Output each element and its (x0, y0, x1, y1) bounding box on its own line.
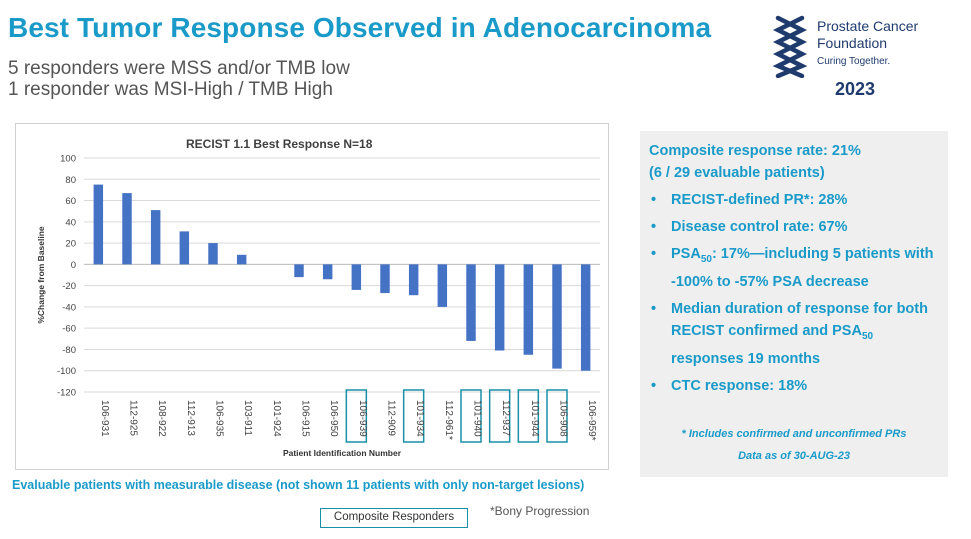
y-tick-label: -100 (57, 366, 76, 377)
x-tick-label: 106-939 (357, 400, 368, 437)
y-tick-label: 80 (65, 175, 76, 186)
bar-106-935 (208, 243, 218, 265)
panel-item-ctc: • CTC response: 18% (649, 375, 945, 397)
x-tick-label: 112-913 (185, 400, 196, 436)
panel-headline: Composite response rate: 21% (6 / 29 eva… (649, 140, 861, 184)
bar-112-925 (122, 193, 132, 265)
x-tick-label: 106-959* (586, 400, 597, 441)
bullet-icon: • (651, 377, 657, 394)
evaluable-footnote: Evaluable patients with measurable disea… (12, 478, 585, 492)
bar-112-909 (380, 264, 390, 294)
panel-bullet-list: • RECIST-defined PR*: 28% • Disease contro… (649, 189, 945, 402)
y-tick-label: -60 (62, 324, 76, 335)
bar-106-939 (351, 264, 362, 290)
bar-112-937 (494, 264, 505, 351)
x-tick-label: 112-961* (443, 400, 454, 440)
subtitle-line-2: 1 responder was MSI-High / TMB High (8, 79, 333, 100)
summary-panel: Composite response rate: 21% (6 / 29 eva… (640, 131, 948, 477)
panel-item-recist: • RECIST-defined PR*: 28% (649, 189, 945, 211)
pcf-logo: Prostate Cancer Foundation Curing Togeth… (770, 12, 960, 102)
logo-tagline: Curing Together. (817, 56, 891, 67)
y-tick-label: 20 (65, 239, 76, 250)
x-tick-label: 101-940 (472, 400, 483, 437)
y-tick-label: 100 (60, 154, 76, 165)
x-tick-label: 106-915 (300, 400, 311, 437)
x-tick-label: 101-934 (414, 400, 425, 437)
composite-responders-legend: Composite Responders (320, 508, 468, 528)
responder-box (402, 389, 425, 443)
panel-item-dcr: • Disease control rate: 67% (649, 216, 945, 238)
bar-101-940 (466, 264, 476, 341)
bar-106-915 (294, 264, 304, 278)
responder-box (460, 389, 482, 443)
bar-101-944 (523, 264, 534, 355)
bullet-icon: • (651, 246, 657, 262)
bullet-icon: • (651, 219, 657, 235)
bullet-icon: • (651, 300, 657, 317)
chart-title: RECIST 1.1 Best Response N=18 (186, 137, 373, 151)
bullet-icon: • (651, 192, 657, 208)
y-tick-label: -40 (62, 302, 76, 313)
logo-line-1: Prostate Cancer (817, 18, 919, 34)
panel-headline-1: Composite response rate: 21% (649, 143, 861, 159)
x-tick-label: 112-925 (128, 400, 139, 436)
panel-headline-2: (6 / 29 evaluable patients) (649, 165, 825, 181)
responder-box (345, 389, 368, 443)
responder-box (488, 389, 511, 443)
y-tick-label: 0 (71, 260, 76, 271)
bar-101-934 (408, 264, 419, 296)
panel-item-duration: • Median duration of response for both RE… (649, 298, 945, 370)
x-tick-label: 112-937 (500, 400, 511, 436)
y-tick-label: -120 (57, 388, 76, 399)
x-tick-label: 106-931 (99, 400, 110, 437)
y-tick-label: 40 (65, 217, 76, 228)
x-tick-label: 103-911 (242, 400, 253, 436)
x-axis-label: Patient Identification Number (283, 448, 402, 458)
y-axis-label: %Change from Baseline (36, 226, 46, 324)
x-tick-label: 108-922 (156, 400, 167, 437)
bar-112-913 (179, 231, 190, 265)
x-tick-label: 112-909 (386, 400, 397, 436)
x-tick-label: 106-935 (214, 400, 225, 437)
subtitle-line-1: 5 responders were MSS and/or TMB low (8, 58, 350, 79)
panel-item-psa: • PSA50: 17%—including 5 patients with -1… (649, 243, 945, 293)
logo-line-2: Foundation (817, 35, 888, 51)
bar-108-922 (150, 210, 161, 265)
responder-box (517, 389, 540, 443)
x-tick-label: 106-908 (558, 400, 569, 437)
y-tick-label: -80 (62, 345, 76, 356)
waterfall-chart: RECIST 1.1 Best Response N=18 100 80 60 40 20… (36, 137, 600, 458)
x-tick-label: 101-924 (271, 400, 282, 437)
chart-container: RECIST 1.1 Best Response N=18 100 80 60 40 20… (15, 123, 609, 470)
bar-112-961 (437, 264, 448, 307)
bar-106-959 (580, 264, 591, 371)
responder-box (546, 389, 568, 443)
x-tick-label: 106-950 (328, 400, 339, 437)
y-tick-label: 60 (65, 196, 76, 207)
x-tick-label: 101-944 (529, 400, 540, 437)
bar-106-950 (322, 264, 333, 280)
bar-106-908 (552, 264, 562, 369)
bony-progression-note: *Bony Progression (490, 504, 590, 518)
logo-year: 2023 (835, 79, 876, 99)
bar-103-911 (236, 254, 247, 265)
bar-106-931 (93, 184, 104, 265)
pcf-logo-icon (772, 15, 808, 78)
panel-note-1: * Includes confirmed and unconfirmed PRs (681, 428, 907, 440)
y-tick-label: -20 (62, 281, 76, 292)
panel-note-2: Data as of 30-AUG-23 (738, 450, 850, 462)
page-title: Best Tumor Response Observed in Adenocar… (8, 12, 712, 43)
